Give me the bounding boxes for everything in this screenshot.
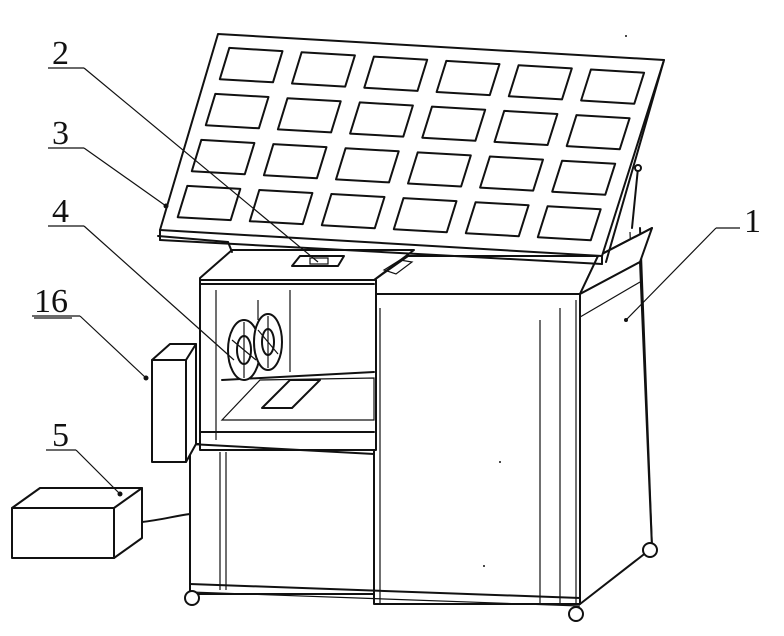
callout-1: 1 <box>744 203 761 240</box>
control-box <box>151 343 197 463</box>
caster-front-left <box>184 590 200 606</box>
solar-cell <box>204 92 270 130</box>
solar-cell <box>536 205 602 242</box>
battery-cable <box>141 513 191 523</box>
solar-cell <box>349 101 414 138</box>
solar-cell <box>363 55 429 92</box>
callout-3: 3 <box>52 115 69 152</box>
solar-cell <box>276 97 342 134</box>
solar-cell <box>507 64 573 101</box>
solar-cell <box>335 147 400 184</box>
solar-cell <box>435 59 501 97</box>
solar-cell <box>218 46 284 84</box>
callout-4: 4 <box>52 193 69 230</box>
solar-cell <box>493 109 559 146</box>
solar-cell <box>479 155 544 192</box>
solar-cell <box>248 189 314 226</box>
solar-cell <box>291 51 356 88</box>
solar-cell <box>407 151 472 188</box>
solar-cell <box>392 197 458 234</box>
solar-cell <box>551 159 617 196</box>
solar-cell <box>320 193 386 230</box>
callout-2: 2 <box>52 35 69 72</box>
leader-lines <box>32 67 740 497</box>
caster-front-right <box>568 606 584 622</box>
callout-16: 16 <box>34 283 68 320</box>
solar-cell <box>421 105 487 142</box>
solar-cell <box>190 138 256 176</box>
battery-box <box>11 487 143 559</box>
solar-cell <box>580 68 646 105</box>
casters <box>184 542 658 622</box>
solar-cell <box>464 201 530 238</box>
caster-back-right <box>642 542 658 558</box>
fan-assembly <box>227 300 283 381</box>
callout-5: 5 <box>52 417 69 454</box>
solar-panel <box>157 33 665 265</box>
solar-cell <box>176 184 242 222</box>
solar-cell <box>565 114 631 151</box>
cabinet-body <box>189 227 653 607</box>
solar-cell-grid <box>176 46 646 242</box>
open-chamber <box>189 249 415 455</box>
solar-cell <box>262 143 328 180</box>
